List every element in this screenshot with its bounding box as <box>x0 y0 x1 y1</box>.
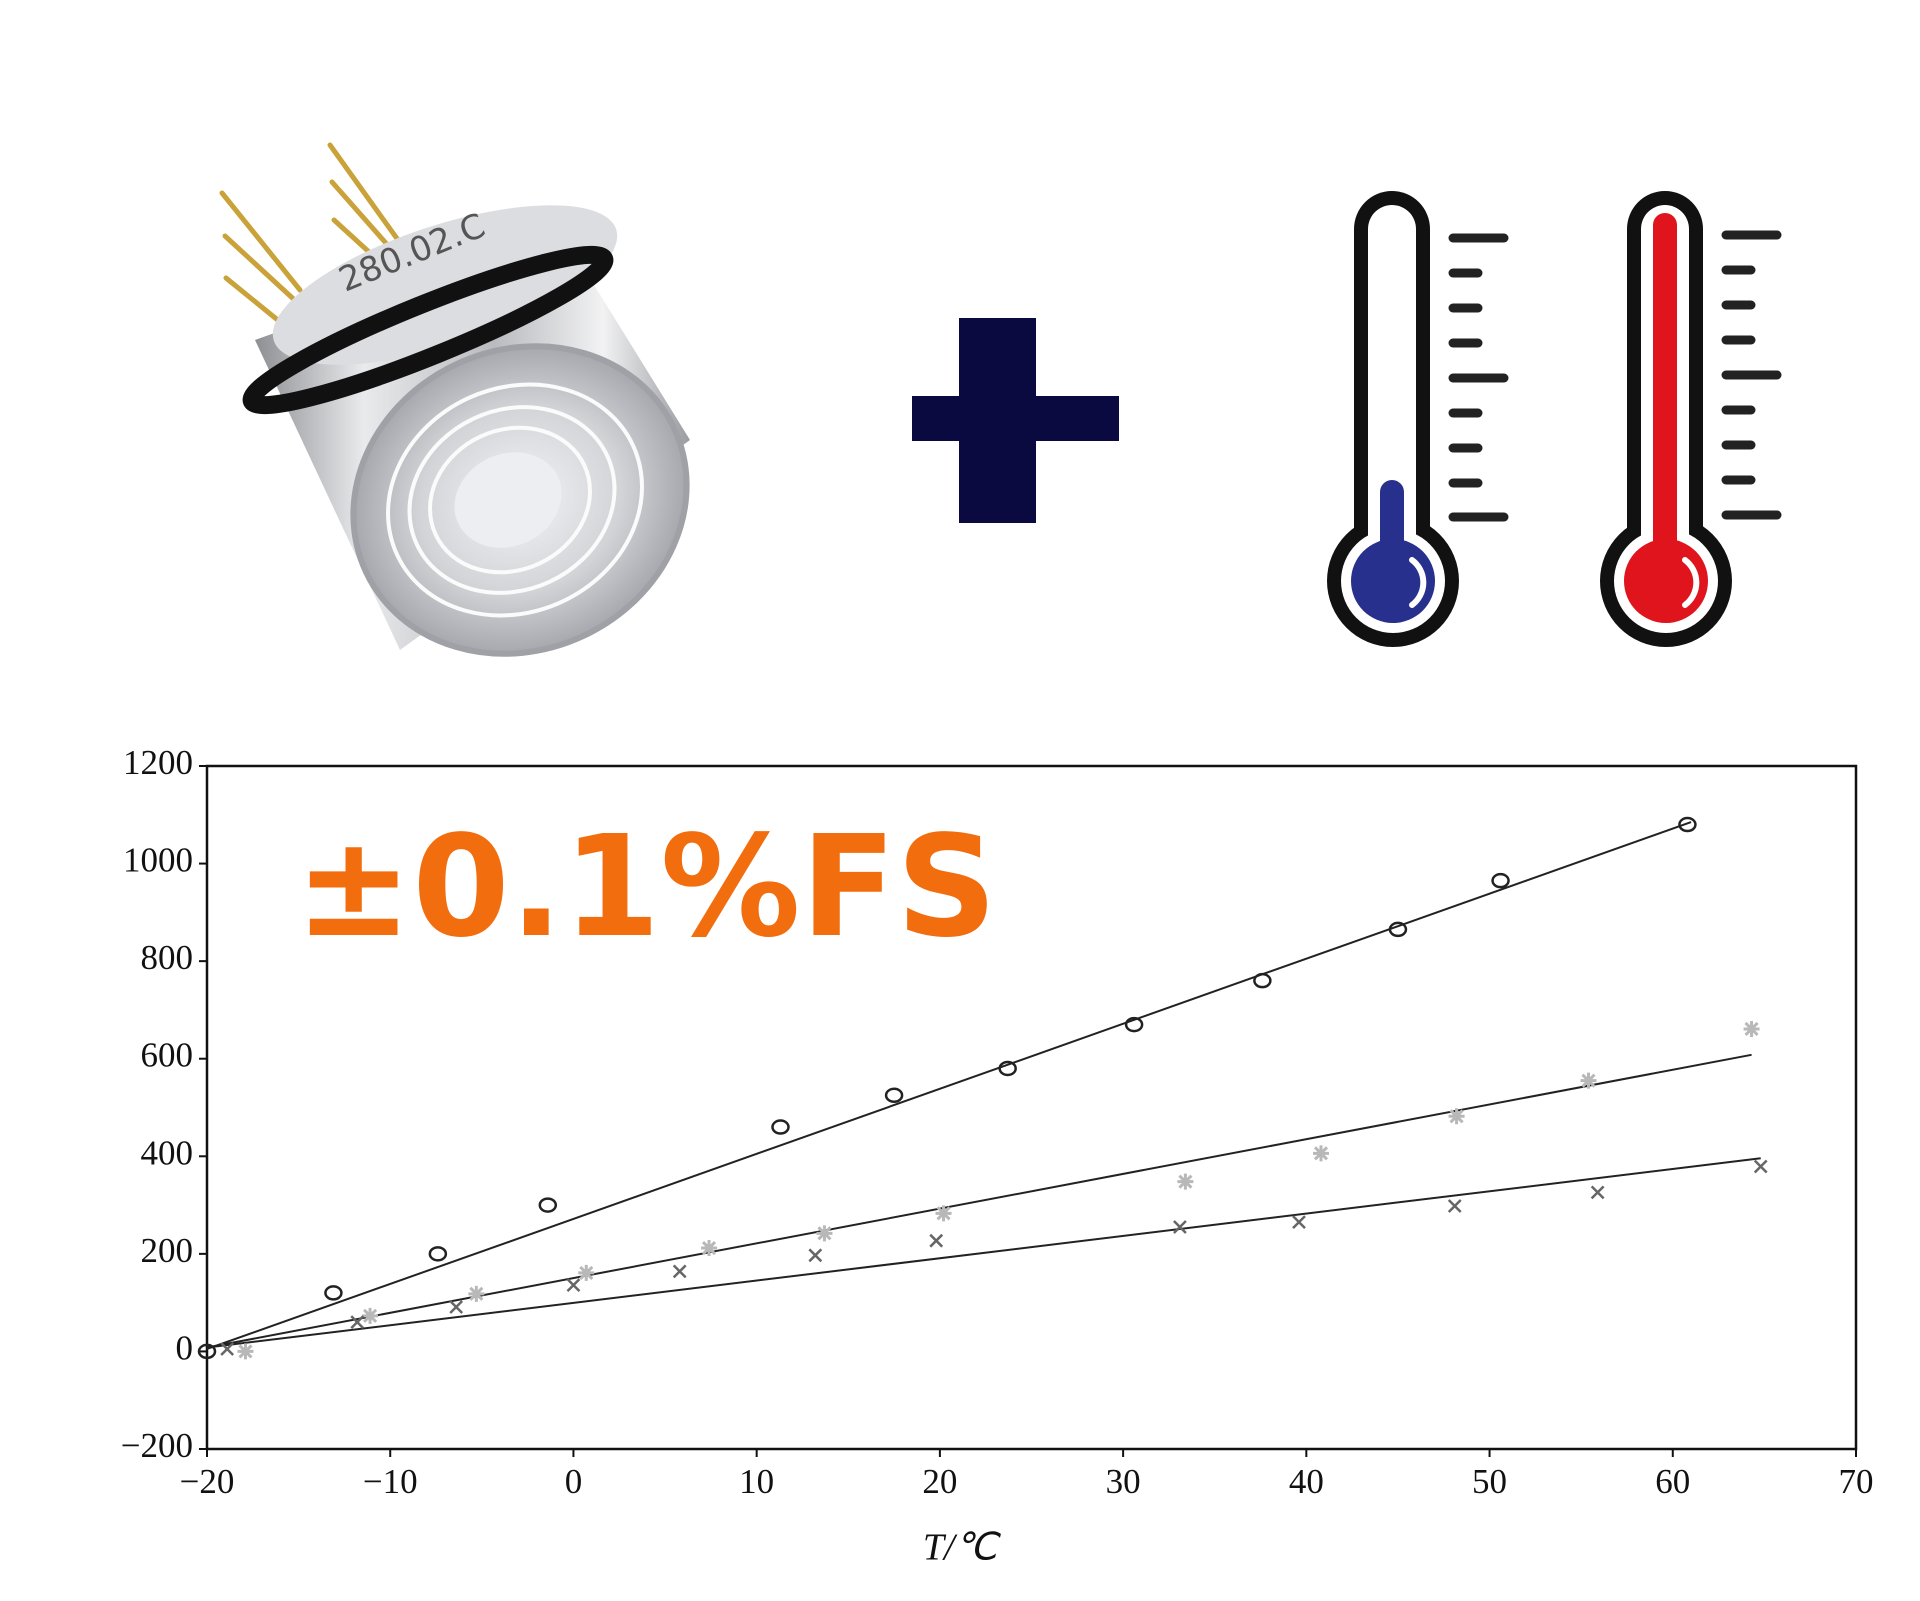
data-point <box>701 1240 718 1256</box>
y-tick-label: 0 <box>176 1328 194 1367</box>
data-point <box>538 1197 558 1213</box>
thermometer-hot <box>1600 191 1782 647</box>
thermometer-cold <box>1327 191 1509 647</box>
data-point <box>578 1264 595 1281</box>
data-point <box>1173 1220 1187 1234</box>
fit-line <box>206 1053 1752 1349</box>
data-point <box>771 1119 790 1135</box>
data-point <box>362 1307 379 1324</box>
data-point <box>1177 1173 1194 1190</box>
y-tick-label: 400 <box>141 1133 194 1172</box>
x-tick-label: 40 <box>1289 1462 1324 1501</box>
data-point <box>935 1205 952 1222</box>
data-point <box>197 1343 217 1360</box>
data-point <box>428 1246 448 1262</box>
x-tick-label: 30 <box>1106 1462 1141 1501</box>
fit-line <box>206 821 1692 1350</box>
x-tick-label: −20 <box>180 1462 235 1501</box>
y-tick-label: 1000 <box>123 841 193 880</box>
data-point <box>929 1233 944 1248</box>
data-point <box>1753 1159 1768 1174</box>
x-tick-label: 0 <box>565 1462 583 1501</box>
data-point <box>1388 921 1408 938</box>
data-point <box>1491 872 1510 889</box>
data-point <box>816 1225 833 1242</box>
data-point <box>672 1264 687 1279</box>
data-point <box>1292 1215 1306 1230</box>
data-point <box>350 1315 365 1330</box>
data-point <box>1678 816 1697 833</box>
x-tick-label: 60 <box>1655 1462 1690 1501</box>
data-point <box>1124 1016 1144 1033</box>
plus-sign <box>912 318 1119 523</box>
sensor-image: 280.02.C <box>219 142 690 657</box>
x-tick-label: 10 <box>739 1462 774 1501</box>
y-tick-label: 200 <box>141 1231 194 1270</box>
data-point <box>1590 1185 1605 1200</box>
x-tick-label: 20 <box>922 1462 957 1501</box>
x-tick-label: 70 <box>1839 1462 1874 1501</box>
y-tick-label: 600 <box>141 1036 194 1075</box>
data-point <box>1448 1108 1465 1125</box>
data-point <box>220 1342 235 1356</box>
x-tick-label: −10 <box>363 1462 418 1501</box>
x-tick-label: 50 <box>1472 1462 1507 1501</box>
data-point <box>449 1300 464 1314</box>
y-tick-label: 1200 <box>123 743 193 782</box>
data-point <box>566 1278 581 1292</box>
data-point <box>1312 1145 1329 1162</box>
data-point <box>884 1087 904 1104</box>
plot-frame <box>205 764 1858 1451</box>
data-point <box>324 1285 343 1301</box>
data-point <box>998 1060 1017 1077</box>
annotation: ±0.1%FS <box>295 806 997 969</box>
data-point <box>1253 972 1272 989</box>
y-tick-label: 800 <box>141 938 194 977</box>
y-tick-label: −200 <box>121 1426 193 1465</box>
data-point <box>1580 1072 1597 1089</box>
data-point <box>237 1343 254 1360</box>
data-point <box>1743 1020 1760 1037</box>
x-axis-label: T/℃ <box>923 1527 1002 1569</box>
data-point <box>808 1248 823 1263</box>
data-point <box>1447 1199 1462 1213</box>
data-point <box>468 1285 485 1302</box>
fit-line <box>206 1157 1761 1349</box>
